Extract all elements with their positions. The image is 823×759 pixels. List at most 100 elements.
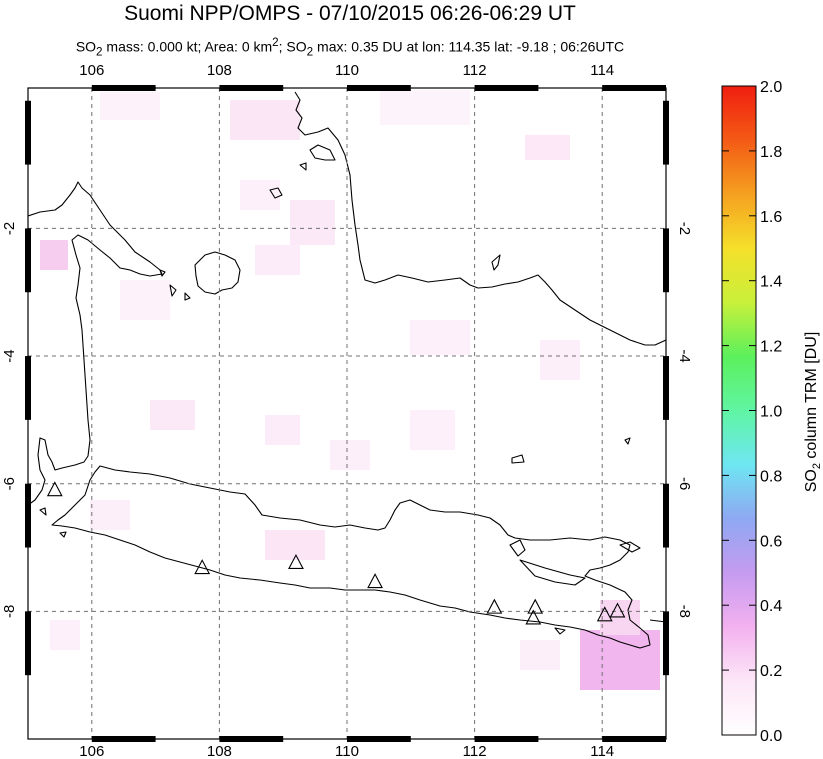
border-bar: [25, 356, 31, 420]
colorbar-tick-label: 2.0: [760, 79, 782, 96]
so2-pixel: [100, 92, 160, 120]
colorbar: 0.0 0.2 0.4 0.6 0.8 1.0 1.2 1.4 1.6 1.8 2.0 SO2 co…: [721, 79, 823, 745]
border-bar: [663, 483, 669, 548]
border-bar: [474, 85, 539, 91]
coastlines: [28, 91, 666, 649]
lat-label-left: -6: [1, 477, 18, 490]
so2-pixel: [265, 530, 325, 560]
subtitle-area-sup: 2: [272, 36, 279, 49]
so2-pixel: [410, 320, 470, 355]
border-bar: [602, 85, 666, 91]
lon-label-top: 108: [207, 62, 232, 79]
so2-pixel: [525, 135, 570, 160]
coastline-islet: [269, 187, 283, 199]
colorbar-tick-label: 0.8: [760, 468, 782, 485]
border-bar: [663, 100, 669, 165]
colorbar-tick-label: 1.0: [760, 404, 782, 421]
border-bar: [663, 228, 669, 293]
volcano-marker: [486, 598, 503, 614]
so2-pixel: [330, 440, 370, 470]
colorbar-tick-label: 1.2: [760, 339, 782, 356]
volcano-marker: [46, 481, 63, 497]
border-bar: [663, 356, 669, 420]
volcano-marker: [609, 602, 626, 618]
so2-pixel: [150, 400, 195, 430]
coastline-islet: [309, 144, 336, 161]
lat-label-right: -4: [676, 349, 693, 362]
so2-pixel: [290, 200, 335, 245]
coastline-islet: [554, 627, 566, 635]
subtitle-so2max-sub: 2: [306, 45, 314, 59]
lon-label-bottom: 112: [463, 743, 487, 759]
border-bar: [602, 736, 666, 742]
border-bar: [663, 611, 669, 676]
colorbar-tick-label: 0.0: [760, 728, 782, 745]
axis-labels: 106 106 108 108 110 110 112 112 114 114 -2 -2 -4 -4 -6…: [1, 62, 693, 759]
lon-label-bottom: 114: [590, 743, 614, 759]
colorbar-tick-label: 0.4: [760, 598, 782, 615]
so2-pixel: [265, 415, 300, 445]
subtitle-rest: max: 0.35 DU at lon: 114.35 lat: -9.18 ;…: [313, 38, 625, 55]
colorbar-tick-label: 1.8: [760, 144, 782, 161]
lon-label-top: 114: [590, 62, 614, 79]
coastline-islet: [184, 292, 191, 301]
gridlines: [28, 88, 666, 739]
coastline-islet: [491, 254, 501, 271]
so2-pixel: [230, 100, 300, 140]
lat-label-right: -8: [676, 605, 693, 618]
border-bar: [347, 736, 411, 742]
lat-label-right: -6: [676, 477, 693, 490]
so2-pixel: [580, 630, 660, 690]
lat-label-left: -4: [1, 349, 18, 362]
subtitle-so2: SO: [75, 38, 97, 55]
so2-pixels: [40, 90, 660, 690]
colorbar-ticks: 0.0 0.2 0.4 0.6 0.8 1.0 1.2 1.4 1.6 1.8 2.0: [722, 79, 782, 745]
so2-pixel: [255, 245, 300, 275]
so2-pixel: [520, 640, 560, 670]
map-background: [28, 88, 666, 739]
coastline-islet: [159, 269, 166, 277]
volcano-marker: [527, 598, 544, 614]
volcano-marker: [367, 573, 383, 589]
volcano-marker: [596, 606, 613, 622]
coastline-islet: [59, 531, 67, 538]
so2-pixel: [540, 340, 580, 380]
so2-pixel: [120, 280, 170, 320]
coastline-sumatra: [28, 181, 163, 506]
coastline-java: [51, 465, 651, 649]
colorbar-tick-label: 0.6: [760, 533, 782, 550]
border-bar: [219, 85, 284, 91]
lon-label-bottom: 106: [79, 743, 104, 759]
colorbar-tick-label: 1.4: [760, 274, 782, 291]
border-bar: [25, 100, 31, 165]
map-border: [25, 85, 669, 742]
subtitle-so2-sub: 2: [96, 45, 103, 59]
lat-label-left: -8: [1, 605, 18, 618]
border-bar: [25, 611, 31, 676]
coastline-islet: [39, 507, 47, 516]
volcano-marker: [525, 609, 542, 625]
coastline-islet: [511, 454, 525, 464]
lon-label-top: 112: [463, 62, 487, 79]
border-bar: [91, 736, 156, 742]
volcano-markers: [46, 481, 626, 625]
map-title: Suomi NPP/OMPS - 07/10/2015 06:26-06:29 …: [124, 2, 576, 25]
coastline-borneo: [294, 91, 666, 346]
border-bar: [219, 736, 284, 742]
subtitle-mass: mass: 0.000 kt; Area: 0 km: [102, 38, 273, 55]
so2-pixel: [50, 620, 80, 650]
border-bar: [25, 228, 31, 293]
lat-label-left: -2: [1, 222, 18, 235]
coastline-islet: [299, 162, 307, 171]
so2-pixel: [240, 180, 280, 210]
colorbar-tick-label: 1.6: [760, 209, 782, 226]
border-bar: [474, 736, 539, 742]
subtitle-after-area: ; SO: [278, 38, 307, 55]
so2-pixel: [410, 410, 455, 450]
volcano-marker: [194, 559, 211, 575]
border-bar: [347, 85, 411, 91]
coastline-islet: [619, 541, 641, 553]
coastline-islet: [509, 539, 526, 557]
so2-pixel: [90, 500, 130, 530]
